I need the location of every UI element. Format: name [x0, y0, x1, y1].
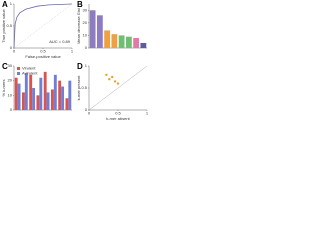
bar — [104, 30, 111, 48]
y-tick-label: 20 — [83, 20, 88, 25]
bar — [53, 74, 57, 110]
point — [116, 82, 120, 85]
annotation: AUC = 0.89 — [49, 39, 71, 44]
panel-label: A — [2, 0, 8, 9]
y-axis-label: k-mer present — [76, 75, 81, 101]
bar — [14, 77, 18, 110]
y-tick-label: 20 — [8, 78, 13, 83]
point — [105, 73, 108, 77]
bar — [118, 35, 125, 48]
y-axis-label: % k-mers — [1, 80, 6, 97]
legend-swatch — [17, 72, 20, 75]
y-tick-label: 0 — [85, 107, 88, 112]
roc-line — [13, 3, 73, 49]
bar — [111, 34, 118, 48]
bar — [21, 92, 25, 110]
legend-swatch — [17, 67, 20, 70]
bar — [96, 15, 103, 48]
panel-label: B — [77, 0, 83, 9]
reference-line — [13, 3, 73, 49]
bar — [46, 92, 50, 110]
reference-line — [88, 65, 148, 111]
bar — [36, 95, 40, 110]
y-tick-label: 1 — [10, 1, 13, 6]
y-tick-label: 10 — [8, 92, 13, 97]
bar — [58, 80, 62, 110]
bar — [68, 80, 72, 110]
bar — [32, 88, 36, 110]
y-tick-label: 0.5 — [6, 23, 12, 28]
y-axis-label: Mean decrease Gini — [76, 8, 81, 44]
y-tick-label: 0 — [10, 45, 13, 50]
y-tick-label: 30 — [83, 7, 88, 12]
x-axis-label: k-mer absent — [106, 116, 130, 121]
legend-label: Avirulent — [22, 71, 38, 76]
bar — [89, 10, 96, 49]
x-tick-label: 1 — [71, 49, 74, 54]
bar — [39, 77, 43, 110]
panel-label: C — [2, 62, 8, 71]
bar — [65, 98, 69, 110]
bar — [24, 73, 28, 110]
point — [108, 78, 111, 81]
bar — [43, 71, 47, 110]
y-axis-label: True positive value — [1, 9, 6, 43]
bar — [61, 86, 65, 110]
x-tick-label: 1 — [146, 111, 149, 116]
bar — [125, 36, 132, 48]
x-axis-label: False-positive value — [25, 54, 61, 59]
x-tick-label: 0 — [13, 49, 16, 54]
point — [113, 80, 117, 83]
page: {"chart_data": [ {"type": "line", "label… — [1, 0, 149, 122]
point — [111, 75, 114, 79]
x-tick-label: 0.5 — [115, 111, 121, 116]
x-tick-label: 0.5 — [40, 49, 46, 54]
x-tick-label: 0 — [88, 111, 91, 116]
y-tick-label: 30 — [8, 63, 13, 68]
y-tick-label: 10 — [83, 32, 88, 37]
bar — [50, 89, 54, 110]
y-tick-label: 1 — [85, 63, 88, 68]
y-tick-label: 0.5 — [81, 85, 87, 90]
legend-label: Virulent — [22, 66, 36, 71]
y-tick-label: 0 — [85, 45, 88, 50]
bar — [17, 83, 21, 110]
bar — [29, 74, 33, 110]
panel-label: D — [77, 62, 83, 71]
y-tick-label: 0 — [10, 107, 13, 112]
bar — [140, 42, 147, 48]
bar — [133, 37, 140, 48]
